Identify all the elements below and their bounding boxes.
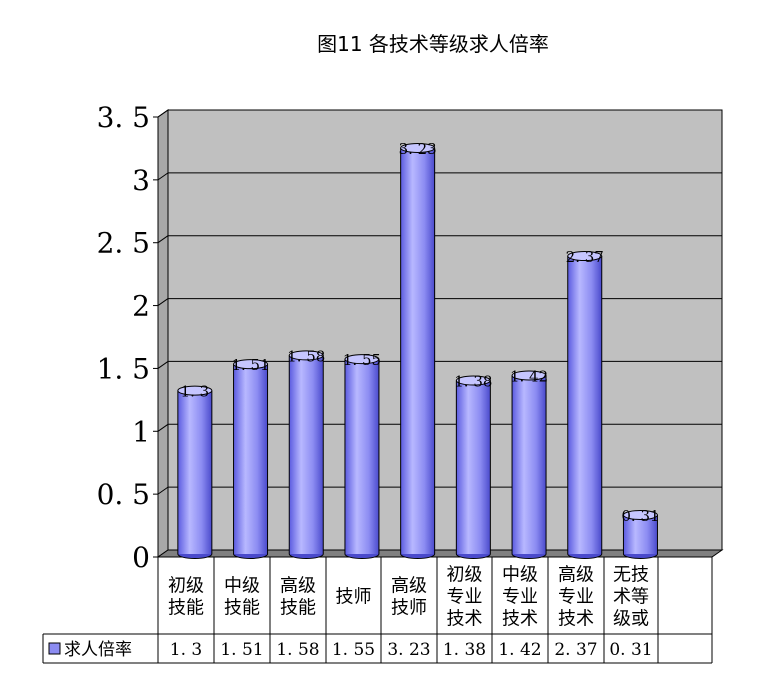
table-value: 1. 38: [443, 640, 486, 660]
bar: 1. 42: [510, 367, 548, 559]
bar-outline: [233, 364, 269, 559]
bar-top: [177, 385, 213, 396]
category-label: 高级: [558, 565, 594, 586]
category-label: 技术: [447, 609, 483, 630]
bar: 1. 3: [177, 383, 213, 559]
data-label: 1. 38: [454, 373, 492, 391]
gridline-side: [157, 109, 169, 118]
bar-body: [623, 515, 658, 554]
bar-body: [456, 380, 491, 554]
bar-top: [511, 370, 547, 381]
data-label: 3. 23: [399, 140, 437, 158]
category-label: 高级: [391, 576, 427, 597]
category-label: 技能: [224, 598, 260, 619]
bar-top: [400, 142, 436, 153]
category-label: 中级: [224, 576, 260, 597]
gridline-side: [157, 235, 169, 244]
bar-top: [288, 350, 324, 361]
legend-swatch: [48, 642, 61, 655]
table-value: 1. 58: [276, 640, 319, 660]
chart-title: 图11 各技术等级求人倍率: [317, 32, 549, 56]
bar: 2. 37: [566, 248, 604, 559]
table-value: 1. 51: [220, 640, 263, 660]
category-label: 无技: [613, 565, 649, 586]
gridline-side: [157, 298, 169, 306]
category-label: 技能: [168, 598, 204, 619]
category-label: 专业: [558, 587, 594, 608]
data-label: 1. 3: [181, 383, 210, 401]
bar-outline: [400, 147, 436, 559]
gridline-side: [157, 172, 169, 181]
data-label: 1. 42: [510, 367, 548, 385]
bar: 1. 58: [287, 347, 325, 559]
table-value: 0. 31: [609, 640, 652, 660]
category-label: 技术: [558, 609, 594, 630]
table-value: 1. 55: [332, 640, 375, 660]
bar-body: [400, 147, 435, 554]
bar-outline: [455, 380, 491, 559]
y-tick-label: 1: [132, 415, 150, 448]
table-value: 1. 42: [498, 640, 541, 660]
bar-top: [567, 251, 603, 262]
category-label: 技术: [502, 609, 538, 630]
bar: 1. 38: [454, 373, 492, 559]
bar: 1. 51: [231, 356, 270, 559]
data-label: 1. 58: [287, 347, 325, 365]
category-label: 初级: [168, 576, 204, 597]
category-label: 术等: [613, 587, 649, 608]
category-label: 技能: [280, 598, 316, 619]
data-label: 0. 31: [621, 507, 659, 525]
bar-body: [344, 359, 379, 554]
category-label: 专业: [447, 587, 483, 608]
gridline-side: [157, 486, 169, 495]
legend-label: 求人倍率: [64, 640, 132, 660]
category-label: 专业: [502, 587, 538, 608]
category-label: 技师: [391, 598, 427, 619]
y-tick-label: 3. 5: [97, 101, 150, 134]
category-label: 级或: [613, 609, 649, 630]
bar-body: [177, 390, 212, 554]
gridline-side: [157, 361, 169, 369]
y-tick-label: 2. 5: [97, 227, 150, 260]
category-label: 中级: [502, 565, 538, 586]
bar-top: [233, 359, 269, 370]
bar-top: [622, 510, 658, 521]
bar-outline: [511, 375, 547, 559]
data-label: 2. 37: [566, 248, 604, 266]
bar-body: [233, 364, 268, 554]
y-tick-label: 0. 5: [97, 478, 150, 511]
y-tick-label: 0: [132, 541, 150, 574]
bar-body: [567, 256, 602, 554]
bar-top: [455, 375, 491, 386]
category-label: 初级: [447, 565, 483, 586]
y-tick-label: 3: [132, 164, 150, 197]
bar-body: [289, 355, 324, 554]
y-tick-label: 2: [132, 290, 150, 323]
data-label: 1. 55: [343, 351, 381, 369]
bar-top: [344, 354, 380, 365]
category-label: 技师: [336, 587, 372, 608]
gridline-side: [157, 423, 169, 432]
bar-body: [512, 375, 547, 554]
table-value: 1. 3: [170, 640, 202, 660]
table-value: 2. 37: [554, 640, 597, 660]
bar-outline: [344, 359, 380, 559]
y-tick-label: 1. 5: [97, 352, 150, 385]
bar: 1. 55: [343, 351, 381, 559]
bar-outline: [177, 390, 213, 559]
table-value: 3. 23: [387, 640, 430, 660]
bar-outline: [288, 355, 324, 559]
data-label: 1. 51: [231, 356, 269, 374]
plot-side-wall: [157, 109, 169, 558]
bar: 0. 31: [621, 507, 660, 559]
bar-outline: [567, 256, 603, 559]
bar: 3. 23: [399, 140, 437, 559]
bar-outline: [622, 515, 658, 559]
category-label: 高级: [280, 576, 316, 597]
